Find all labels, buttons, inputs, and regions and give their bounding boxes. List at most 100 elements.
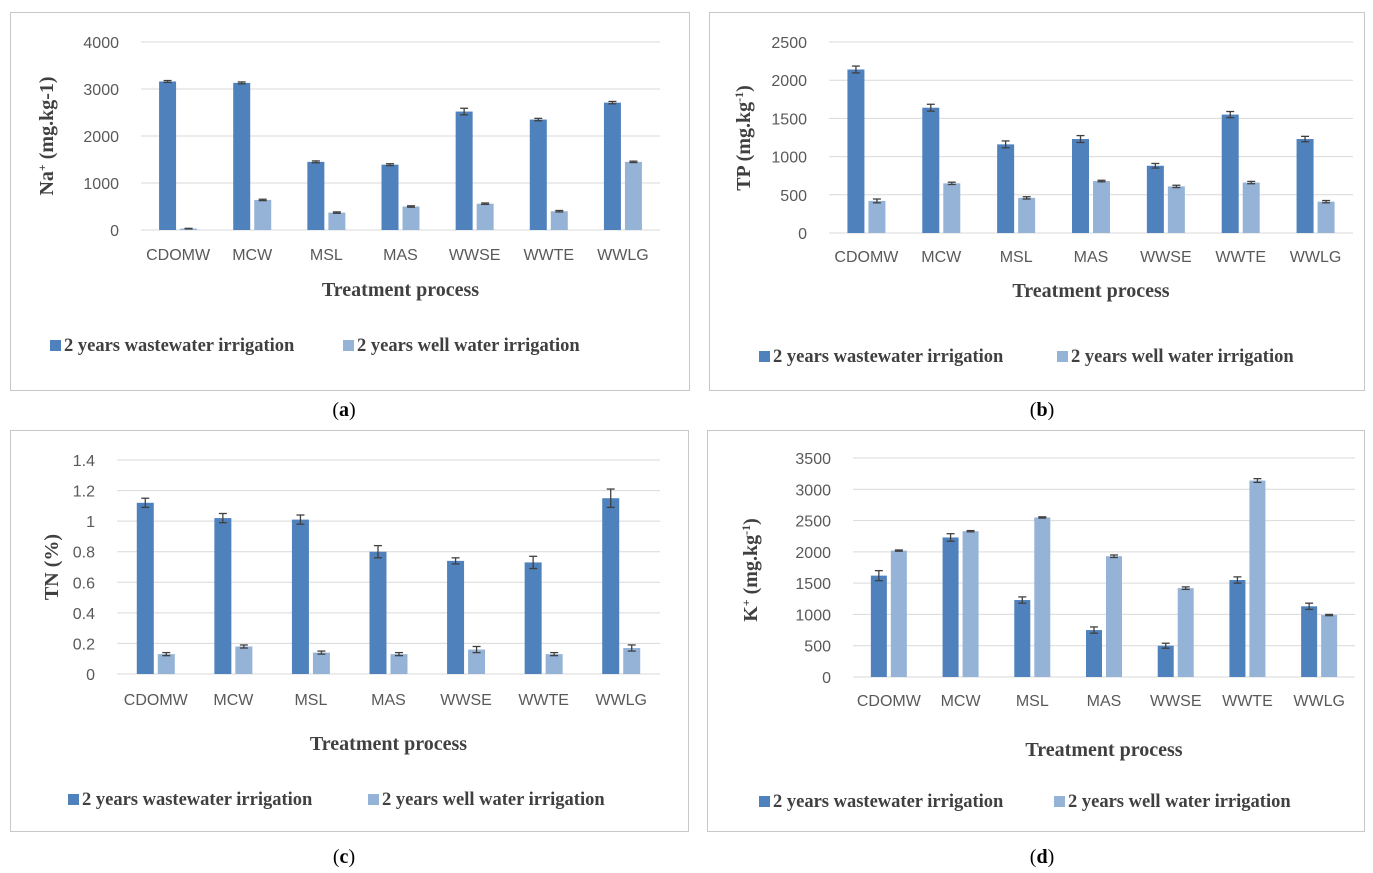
bar-wellwater — [157, 654, 175, 674]
x-tick-label: WWLG — [1290, 249, 1342, 266]
x-tick-label: MCW — [941, 693, 982, 710]
chart-b-svg: 0 500 1000 1500 2000 2500 CDOMW MCW MSL MAS WWSE WW… — [709, 12, 1365, 391]
y-tick-label: 0.2 — [73, 636, 95, 653]
y-tick-label: 500 — [804, 639, 831, 656]
y-tick-label: 1.4 — [73, 453, 95, 470]
bar-wellwater — [468, 649, 486, 674]
bar-wellwater — [890, 550, 907, 677]
y-tick-label: 2500 — [795, 514, 831, 531]
y-axis-title: TP (mg.kg-1) — [732, 85, 755, 191]
bar-wellwater — [1177, 588, 1194, 677]
y-tick-label: 3000 — [795, 482, 831, 499]
x-tick-label: CDOMW — [124, 692, 189, 709]
bar-wastewater — [369, 551, 387, 674]
x-tick-label: MSL — [1016, 693, 1049, 710]
y-tick-label: 1 — [86, 514, 95, 531]
caption-c: (c) — [332, 846, 356, 868]
x-tick-label: WWLG — [1293, 693, 1345, 710]
bar-wellwater — [1167, 186, 1185, 233]
chart-panel-b: 0 500 1000 1500 2000 2500 CDOMW MCW MSL MAS WWSE WW… — [709, 12, 1365, 391]
x-tick-label: WWLG — [595, 692, 647, 709]
bar-wellwater — [1317, 201, 1335, 233]
x-tick-label: WWSE — [1150, 693, 1202, 710]
x-axis-title: Treatment process — [310, 733, 467, 755]
x-tick-label: WWSE — [1140, 249, 1192, 266]
bar-wellwater — [328, 212, 346, 230]
bar-wellwater — [235, 646, 253, 674]
x-tick-label: WWLG — [597, 247, 649, 264]
bar-wastewater — [922, 107, 940, 233]
bar-wastewater — [447, 560, 465, 674]
y-tick-label: 0.8 — [73, 545, 95, 562]
x-tick-label: MCW — [213, 692, 254, 709]
bar-wastewater — [159, 81, 177, 230]
legend-label: 2 years well water irrigation — [1071, 347, 1294, 367]
bar-wellwater — [1018, 197, 1036, 233]
x-tick-label: MCW — [921, 249, 962, 266]
y-tick-label: 1000 — [83, 176, 119, 193]
bar-wastewater — [1086, 630, 1102, 677]
legend-swatch — [68, 794, 79, 805]
bar-wastewater — [603, 102, 621, 230]
bar-wastewater — [1221, 114, 1239, 233]
legend-label: 2 years well water irrigation — [1068, 792, 1291, 812]
legend-label: 2 years wastewater irrigation — [773, 347, 1004, 367]
bar-wastewater — [136, 502, 154, 674]
y-tick-label: 1.2 — [73, 484, 95, 501]
x-tick-label: WWTE — [1222, 693, 1273, 710]
caption-b: (b) — [1029, 399, 1055, 421]
chart-frame — [10, 12, 690, 391]
y-tick-label: 0.6 — [73, 575, 95, 592]
y-tick-label: 0 — [822, 670, 831, 687]
y-tick-label: 2000 — [795, 545, 831, 562]
y-tick-label: 2000 — [83, 129, 119, 146]
bar-wastewater — [602, 498, 620, 674]
bar-wellwater — [1249, 480, 1266, 677]
x-tick-label: CDOMW — [857, 693, 922, 710]
legend-label: 2 years wastewater irrigation — [773, 792, 1004, 812]
bar-wellwater — [550, 211, 568, 230]
y-axis-title: Na+ (mg.kg-1) — [35, 76, 58, 195]
chart-a-svg: 0 1000 2000 3000 4000 CDOMW MCW MSL MAS WWSE WWTE W… — [10, 12, 690, 391]
bar-wellwater — [1321, 615, 1338, 677]
bar-wastewater — [291, 519, 309, 674]
bar-wellwater — [312, 652, 330, 674]
y-tick-label: 1500 — [795, 576, 831, 593]
y-axis-title: K+ (mg.kg-1) — [739, 518, 762, 622]
x-tick-label: WWSE — [449, 247, 501, 264]
chart-c-svg: 0 0.2 0.4 0.6 0.8 1 1.2 1.4 CDOMW MCW MSL MAS WWSE WW… — [10, 430, 689, 832]
chart-panel-d: 0 500 1000 1500 2000 2500 3000 3500 CDOMW MCW MSL M… — [707, 430, 1365, 832]
bar-wastewater — [214, 518, 232, 674]
y-axis-title: TN (%) — [41, 534, 63, 600]
y-tick-label: 1000 — [771, 150, 807, 167]
y-tick-label: 0 — [86, 667, 95, 684]
x-tick-label: WWTE — [523, 247, 574, 264]
bar-wellwater — [868, 200, 886, 233]
x-tick-label: MSL — [310, 247, 343, 264]
bar-wastewater — [455, 111, 473, 230]
y-tick-label: 2500 — [771, 35, 807, 52]
y-tick-label: 2000 — [771, 73, 807, 90]
bar-wastewater — [529, 119, 547, 230]
x-axis-title: Treatment process — [1012, 280, 1169, 302]
legend-swatch — [759, 351, 770, 362]
y-tick-label: 1000 — [795, 607, 831, 624]
bar-wellwater — [624, 161, 642, 230]
bar-wastewater — [997, 144, 1015, 233]
bar-wastewater — [1157, 645, 1174, 677]
bar-wastewater — [1146, 165, 1164, 233]
x-tick-label: MAS — [1087, 693, 1122, 710]
bar-wastewater — [942, 537, 959, 677]
bar-wellwater — [254, 199, 272, 230]
bar-wastewater — [381, 164, 399, 230]
bar-wastewater — [870, 575, 887, 677]
x-tick-label: WWTE — [518, 692, 569, 709]
y-tick-label: 500 — [780, 188, 807, 205]
bar-wastewater — [1301, 606, 1318, 677]
bar-wellwater — [1242, 182, 1260, 233]
y-tick-label: 1500 — [771, 111, 807, 128]
bar-wastewater — [1072, 139, 1089, 233]
x-tick-label: MAS — [1074, 249, 1109, 266]
caption-a: (a) — [332, 399, 356, 421]
legend-swatch — [368, 794, 379, 805]
